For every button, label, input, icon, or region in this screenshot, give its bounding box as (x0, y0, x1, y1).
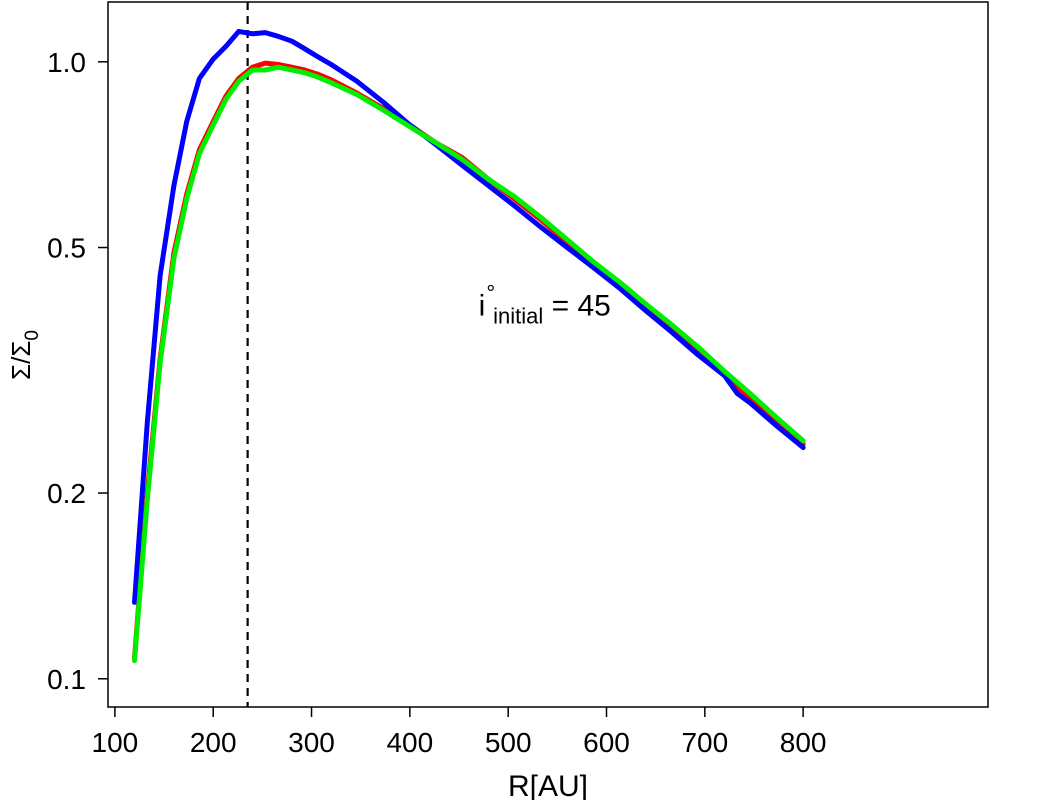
y-tick-label: 0.2 (47, 478, 86, 509)
x-tick-label: 300 (288, 727, 335, 758)
annotation-superscript: ° (486, 280, 495, 305)
x-tick-label: 400 (386, 727, 433, 758)
plot-frame (107, 1, 989, 708)
y-tick-label: 0.5 (47, 233, 86, 264)
x-tick-label: 500 (485, 727, 532, 758)
x-tick-label: 600 (583, 727, 630, 758)
y-axis: 0.1 0.2 0.5 1.0 (47, 47, 108, 695)
inclination-annotation: i° initial = 45 (479, 280, 611, 328)
y-axis-label-subscript: 0 (22, 330, 43, 341)
y-tick-label: 0.1 (47, 664, 86, 695)
series-line-2 (132, 28, 806, 605)
series-group (132, 28, 806, 664)
series-line-3 (132, 64, 806, 664)
annotation-subscript: initial (493, 303, 543, 328)
y-axis-label: Σ/Σ0 (6, 330, 43, 380)
x-tick-label: 200 (190, 727, 237, 758)
x-axis-label: R[AU] (508, 770, 588, 800)
x-tick-label: 100 (92, 727, 139, 758)
x-tick-label: 700 (681, 727, 728, 758)
y-axis-label-base: Σ/Σ (6, 341, 36, 380)
x-axis: 100 200 300 400 500 600 700 800 (92, 707, 827, 758)
annotation-value: = 45 (543, 289, 611, 322)
x-tick-label: 800 (780, 727, 827, 758)
y-tick-label: 1.0 (47, 47, 86, 78)
annotation-base: i (479, 289, 486, 322)
